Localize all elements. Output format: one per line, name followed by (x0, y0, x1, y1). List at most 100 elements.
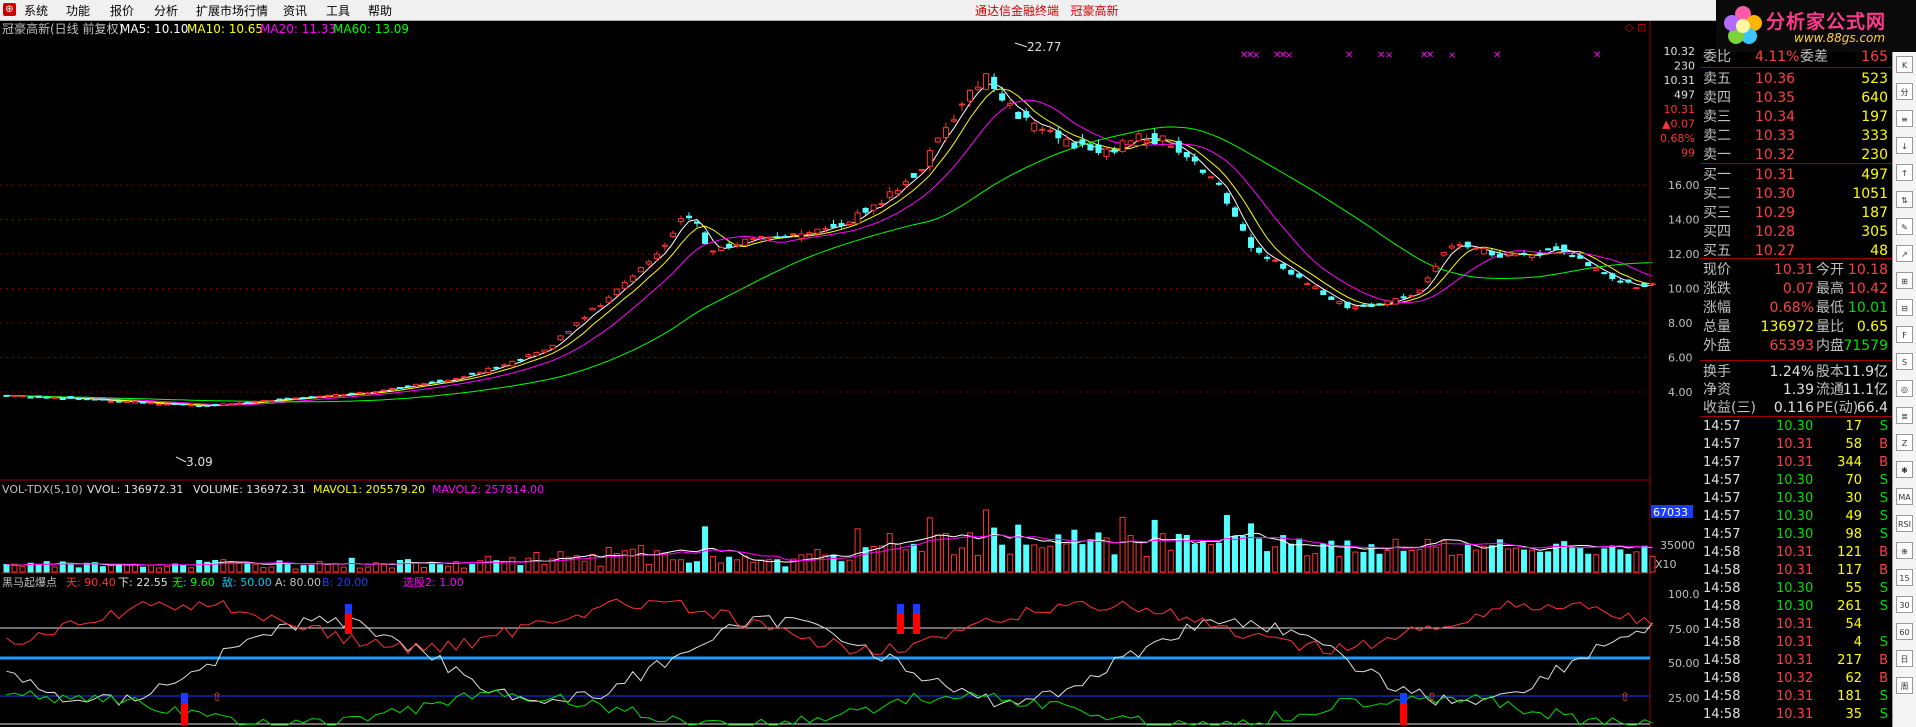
candle-body (1111, 148, 1118, 153)
volume-bar (1063, 543, 1070, 573)
sell-level-1[interactable]: 卖一 10.32 230 (1700, 146, 1892, 164)
candle-body (782, 235, 789, 238)
toolbar-button-9[interactable]: ⊟ (1896, 299, 1913, 316)
toolbar-button-6[interactable]: ✎ (1896, 218, 1913, 235)
vol-tick-mid: 35000 (1660, 539, 1695, 552)
volume-bar (1577, 547, 1584, 573)
order-ratio-row: 委比 4.11% 委差 165 (1700, 48, 1892, 66)
menu-quote[interactable]: 报价 (110, 4, 135, 18)
volume-bar (1448, 554, 1455, 573)
candle-body (1135, 133, 1142, 142)
toolbar-button-1[interactable]: 分 (1896, 83, 1913, 100)
tick-row: 14:57 10.31 58 B (1703, 437, 1888, 452)
up-arrow-icon: ⇧ (1620, 690, 1630, 704)
volume-bar (421, 566, 428, 573)
ind-red-line (6, 598, 1653, 655)
volume-bar (991, 527, 998, 573)
menu-extended-market[interactable]: 扩展市场行情 (196, 4, 269, 18)
sell-level-5[interactable]: 卖五 10.36 523 (1700, 70, 1892, 88)
volume-bar (19, 566, 26, 573)
menu-help[interactable]: 帮助 (368, 4, 393, 18)
sell-level-3[interactable]: 卖三 10.34 197 (1700, 108, 1892, 126)
candle-body (1304, 283, 1311, 286)
toolbar-button-10[interactable]: F (1896, 326, 1913, 343)
candle-body (396, 387, 403, 390)
toolbar-button-20[interactable]: 30 (1896, 596, 1913, 613)
volume-bar (99, 566, 106, 573)
menu-analysis[interactable]: 分析 (154, 4, 179, 18)
app-name: 通达信金融终端 (975, 4, 1060, 18)
candle-body (613, 288, 620, 295)
toolbar-button-19[interactable]: 15 (1896, 569, 1913, 586)
kline-price-axis (1649, 21, 1699, 727)
kline-corner-icons[interactable]: ◇ ⊡ (1625, 21, 1646, 34)
order-volume: 1051 (1852, 186, 1888, 202)
candle-body (918, 169, 925, 172)
toolbar-button-0[interactable]: K (1896, 56, 1913, 73)
toolbar-button-8[interactable]: ⊞ (1896, 272, 1913, 289)
tick-row: 14:58 10.31 121 B (1703, 545, 1888, 560)
toolbar-button-2[interactable]: ≡ (1896, 110, 1913, 127)
chart-area[interactable]: 冠豪高新(日线 前复权) MA5: 10.10 MA10: 10.65 MA20… (0, 21, 1700, 727)
candle-body (862, 207, 869, 213)
menu-system[interactable]: 系统 (24, 4, 49, 18)
candle-body (172, 402, 179, 405)
candle-body (268, 400, 275, 403)
toolbar-button-3[interactable]: ↓ (1896, 137, 1913, 154)
volume-bar (1135, 542, 1142, 573)
volume-bar (1280, 535, 1287, 573)
toolbar-button-7[interactable]: ↗ (1896, 245, 1913, 262)
menu-news[interactable]: 资讯 (283, 4, 308, 18)
volume-bar (766, 559, 773, 573)
sell-level-2[interactable]: 卖二 10.33 333 (1700, 127, 1892, 145)
menu-tools[interactable]: 工具 (326, 4, 351, 18)
buy-level-5[interactable]: 买五 10.27 48 (1700, 242, 1892, 260)
toolbar-button-14[interactable]: Z (1896, 434, 1913, 451)
toolbar-button-22[interactable]: 日 (1896, 650, 1913, 667)
toolbar-button-16[interactable]: MA (1896, 488, 1913, 505)
toolbar-button-21[interactable]: 60 (1896, 623, 1913, 640)
toolbar-button-15[interactable]: ✱ (1896, 461, 1913, 478)
buy-level-1[interactable]: 买一 10.31 497 (1700, 166, 1892, 184)
volume-bar (1609, 545, 1616, 573)
buy-level-2[interactable]: 买二 10.30 1051 (1700, 185, 1892, 203)
toolbar-button-11[interactable]: S (1896, 353, 1913, 370)
price-tick-1: 14.00 (1668, 214, 1700, 227)
volume-bar (1368, 544, 1375, 573)
candle-body (3, 394, 10, 397)
signal-bar-red (181, 703, 188, 725)
buy-level-3[interactable]: 买三 10.29 187 (1700, 204, 1892, 222)
candle-body (886, 191, 893, 198)
signal-mark: ✕ (1593, 50, 1601, 61)
toolbar-button-13[interactable]: ≣ (1896, 407, 1913, 424)
candle-body (308, 396, 315, 399)
toolbar-button-5[interactable]: ⇅ (1896, 191, 1913, 208)
sell-level-4[interactable]: 卖四 10.35 640 (1700, 89, 1892, 107)
candle-body (1167, 145, 1174, 148)
volume-panel[interactable]: VOL-TDX(5,10) VVOL: 136972.31 VOLUME: 13… (0, 479, 1695, 573)
app-icon[interactable]: ⊕ (3, 3, 16, 16)
toolbar-button-12[interactable]: ◎ (1896, 380, 1913, 397)
candle-body (1320, 290, 1327, 296)
ma5-legend: MA5: 10.10 (120, 22, 188, 36)
candle-body (557, 335, 564, 341)
buy-level-4[interactable]: 买四 10.28 305 (1700, 223, 1892, 241)
candle-body (1400, 296, 1407, 299)
cursor-box-line-3: 497 (1674, 89, 1695, 102)
volume-bar (1408, 549, 1415, 573)
candle-body (1416, 289, 1423, 294)
toolbar-button-23[interactable]: 周 (1896, 677, 1913, 694)
toolbar-button-17[interactable]: RSI (1896, 515, 1913, 532)
signal-mark: ✕ (1240, 50, 1248, 61)
volume-bar (252, 563, 259, 573)
menu-function[interactable]: 功能 (66, 4, 91, 18)
kline-panel[interactable]: 冠豪高新(日线 前复权) MA5: 10.10 MA10: 10.65 MA20… (0, 21, 1656, 469)
candle-body (1424, 277, 1431, 283)
indicator-panel[interactable]: 黑马起爆点 天: 90.40 下: 22.55 无: 9.60 敌: 50.00… (0, 572, 1700, 726)
order-price: 10.29 (1755, 205, 1796, 221)
candle-body (404, 385, 411, 388)
order-price: 10.35 (1755, 90, 1796, 106)
volume-bar (1296, 538, 1303, 573)
toolbar-button-18[interactable]: ⊕ (1896, 542, 1913, 559)
toolbar-button-4[interactable]: ↑ (1896, 164, 1913, 181)
